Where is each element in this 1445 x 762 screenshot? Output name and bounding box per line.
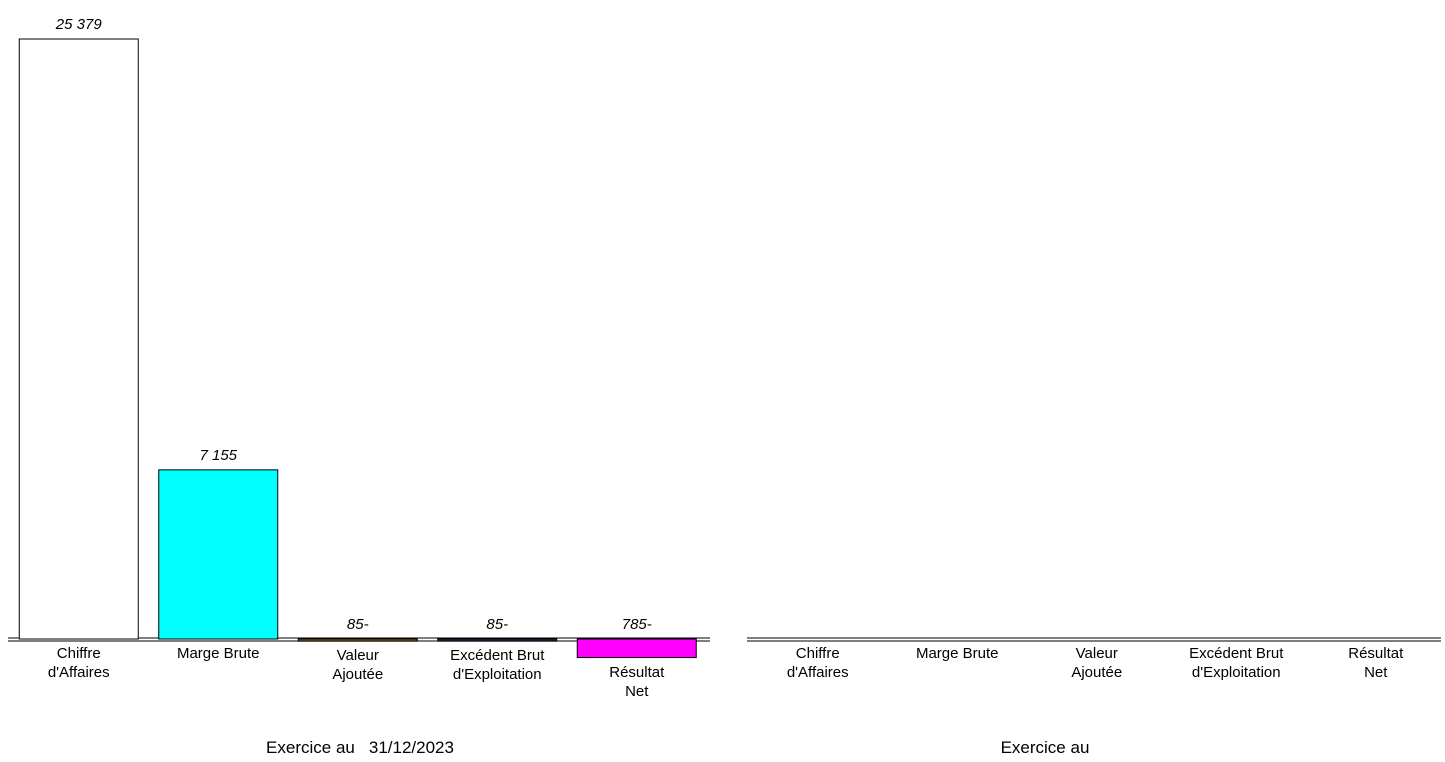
value-label: 85- <box>486 616 509 633</box>
category-label: Excédent Brut d'Exploitation <box>1189 645 1284 681</box>
category-label: Marge Brute <box>915 645 999 662</box>
bar <box>297 638 418 642</box>
bar <box>576 638 697 659</box>
category-label: Excédent Brut d'Exploitation <box>450 647 545 683</box>
title-date: 31/12/2023 <box>368 738 454 757</box>
value-label: 7 155 <box>199 446 238 464</box>
value-label: 85- <box>346 616 369 633</box>
category-label: Résultat Net <box>609 663 665 700</box>
title-text: Exercice au <box>1000 738 1090 757</box>
category-label: Marge Brute <box>176 645 260 662</box>
category-label: Valeur Ajoutée <box>1071 645 1123 681</box>
category-label: Valeur Ajoutée <box>332 647 384 683</box>
chart-title: Exercice au 31/12/2023 <box>10 738 710 758</box>
bar <box>158 469 279 640</box>
bar <box>437 638 558 642</box>
category-label: Chiffre d'Affaires <box>786 645 849 681</box>
value-label: 785- <box>621 616 652 633</box>
category-label: Résultat Net <box>1348 645 1404 681</box>
category-label: Chiffre d'Affaires <box>47 645 110 681</box>
value-label: 25 379 <box>55 16 102 33</box>
chart-title: Exercice au <box>695 738 1395 758</box>
title-text: Exercice au <box>266 738 355 757</box>
bar <box>18 38 139 640</box>
